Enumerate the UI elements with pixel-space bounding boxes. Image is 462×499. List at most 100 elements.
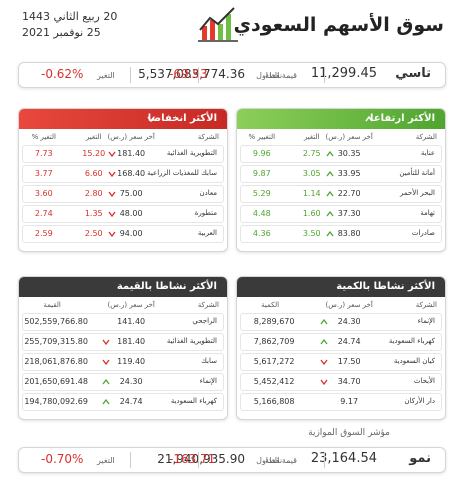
table-row: كيان السعودية 17.50 5,617,272 xyxy=(240,353,442,371)
cell-value: 9.87 xyxy=(252,169,271,178)
cell-value: 5,452,412 xyxy=(253,377,295,386)
company-name: الراجحي xyxy=(192,317,217,325)
cell-value: 33.95 xyxy=(337,169,361,178)
cell-value: 6.60 xyxy=(84,169,103,178)
table-row: البحر الأحمر 22.70 1.14 5.29 xyxy=(240,185,442,203)
turnover-value: 21,940,935.90 xyxy=(157,452,245,466)
cell-value: 5,617,272 xyxy=(253,357,295,366)
cell-value: 502,559,766.80 xyxy=(24,317,88,326)
table-panel: الأكثر نشاطا بالكمية الشركة آخر سعر (ر.س) ا… xyxy=(236,276,446,420)
table-panel: الأكثر انخفاضا الشركة آخر سعر (ر.س) التغير ا… xyxy=(18,108,228,252)
index-value: 11,299.45 xyxy=(310,66,377,81)
cell-value: 24.30 xyxy=(119,377,143,386)
table-row: الراجحي 141.40 502,559,766.80 xyxy=(22,313,224,331)
trend-arrow xyxy=(320,339,328,345)
table-row: كهرباء السعودية 24.74 194,780,092.69 xyxy=(22,393,224,411)
divider xyxy=(198,67,199,83)
table-title: الأكثر ارتفاعا xyxy=(370,113,435,124)
table-row: تهامة 37.30 1.60 4.48 xyxy=(240,205,442,223)
cell-value: 30.35 xyxy=(337,149,361,158)
table-row: كهرباء السعودية 24.74 7,862,709 xyxy=(240,333,442,351)
company-name: سابك xyxy=(201,357,217,365)
column-header: آخر سعر (ر.س) xyxy=(325,301,373,309)
company-name: العربية xyxy=(197,229,217,237)
column-header: آخر سعر (ر.س) xyxy=(107,301,155,309)
cell-value: 2.59 xyxy=(34,229,53,238)
cell-value: 181.40 xyxy=(117,337,146,346)
turnover-label: قيمة التداول xyxy=(256,456,297,465)
cell-value: 218,061,876.80 xyxy=(24,357,88,366)
column-header: التغير % xyxy=(31,133,56,141)
divider xyxy=(324,452,325,468)
trend-arrow xyxy=(326,171,334,177)
cell-value: 7,862,709 xyxy=(253,337,295,346)
cell-value: 2.75 xyxy=(302,149,321,158)
index-name: تاسي xyxy=(395,66,431,81)
company-name: عناية xyxy=(420,149,435,157)
trend-arrow xyxy=(326,151,334,157)
cell-value: 24.74 xyxy=(119,397,143,406)
logo-icon xyxy=(198,7,238,42)
cell-value: 9.96 xyxy=(252,149,271,158)
company-name: الإنماء xyxy=(199,377,217,385)
table-row: دار الأركان 9.17 5,166,808 xyxy=(240,393,442,411)
cell-value: 8,289,670 xyxy=(253,317,295,326)
table-row: صادرات 83.80 3.50 4.36 xyxy=(240,225,442,243)
column-header: التغيير % xyxy=(248,133,276,141)
points-value: -69.93 xyxy=(169,67,208,81)
column-header: التغير xyxy=(85,133,102,141)
table-row: التطويرية الغذائية 181.40 15.20 7.73 xyxy=(22,145,224,163)
cell-value: 201,650,691.48 xyxy=(24,377,88,386)
index-bar: نمو 23,164.54 قيمة التداول 21,940,935.90 نقط… xyxy=(18,447,446,473)
cell-value: 9.17 xyxy=(340,397,359,406)
divider xyxy=(130,452,131,468)
cell-value: 7.73 xyxy=(34,149,53,158)
table-header: الأكثر ارتفاعا xyxy=(237,109,445,129)
points-value: -163.71 xyxy=(169,452,216,466)
column-header: آخر سعر (ر.س) xyxy=(325,133,373,141)
column-header: الشركة xyxy=(415,301,437,309)
cell-value: 15.20 xyxy=(82,149,106,158)
table-row: التطويرية الغذائية 181.40 255,709,315.80 xyxy=(22,333,224,351)
column-header: الكمية xyxy=(261,301,280,309)
cell-value: 17.50 xyxy=(337,357,361,366)
company-name: كيان السعودية xyxy=(393,357,435,365)
cell-value: 48.00 xyxy=(119,209,143,218)
company-name: معادن xyxy=(199,189,217,197)
company-name: متطورة xyxy=(194,209,217,217)
cell-value: 1.35 xyxy=(84,209,103,218)
trend-arrow xyxy=(102,359,110,365)
company-name: التطويرية الغذائية xyxy=(166,337,217,345)
company-name: البحر الأحمر xyxy=(400,189,435,197)
change-value: -0.70% xyxy=(41,452,84,466)
trend-arrow xyxy=(102,399,110,405)
cell-value: 3.77 xyxy=(34,169,53,178)
cell-value: 3.60 xyxy=(34,189,53,198)
turnover-value: 5,537,083,774.36 xyxy=(138,67,245,81)
company-name: صادرات xyxy=(411,229,435,237)
cell-value: 194,780,092.69 xyxy=(24,397,88,406)
trend-arrow xyxy=(326,211,334,217)
table-panel: الأكثر ارتفاعا الشركة آخر سعر (ر.س) التغير ا… xyxy=(236,108,446,252)
header-chevron xyxy=(147,116,155,122)
cell-value: 37.30 xyxy=(337,209,361,218)
company-name: الإنماء xyxy=(417,317,435,325)
header-chevron xyxy=(365,116,373,122)
table-row: الإنماء 24.30 8,289,670 xyxy=(240,313,442,331)
cell-value: 5,166,808 xyxy=(253,397,295,406)
cell-value: 2.80 xyxy=(84,189,103,198)
cell-value: 3.50 xyxy=(302,229,321,238)
cell-value: 2.50 xyxy=(84,229,103,238)
cell-value: 1.60 xyxy=(302,209,321,218)
points-label: نقطة xyxy=(265,71,283,80)
trend-arrow xyxy=(102,339,110,345)
points-label: نقطة xyxy=(265,456,283,465)
column-header: القيمة xyxy=(43,301,61,309)
index-bar: تاسي 11,299.45 قيمة التداول 5,537,083,774.3… xyxy=(18,62,446,88)
cell-value: 75.00 xyxy=(119,189,143,198)
cell-value: 1.14 xyxy=(302,189,321,198)
divider xyxy=(130,67,131,83)
cell-value: 168.40 xyxy=(117,169,146,178)
divider xyxy=(324,67,325,83)
table-row: العربية 94.00 2.50 2.59 xyxy=(22,225,224,243)
